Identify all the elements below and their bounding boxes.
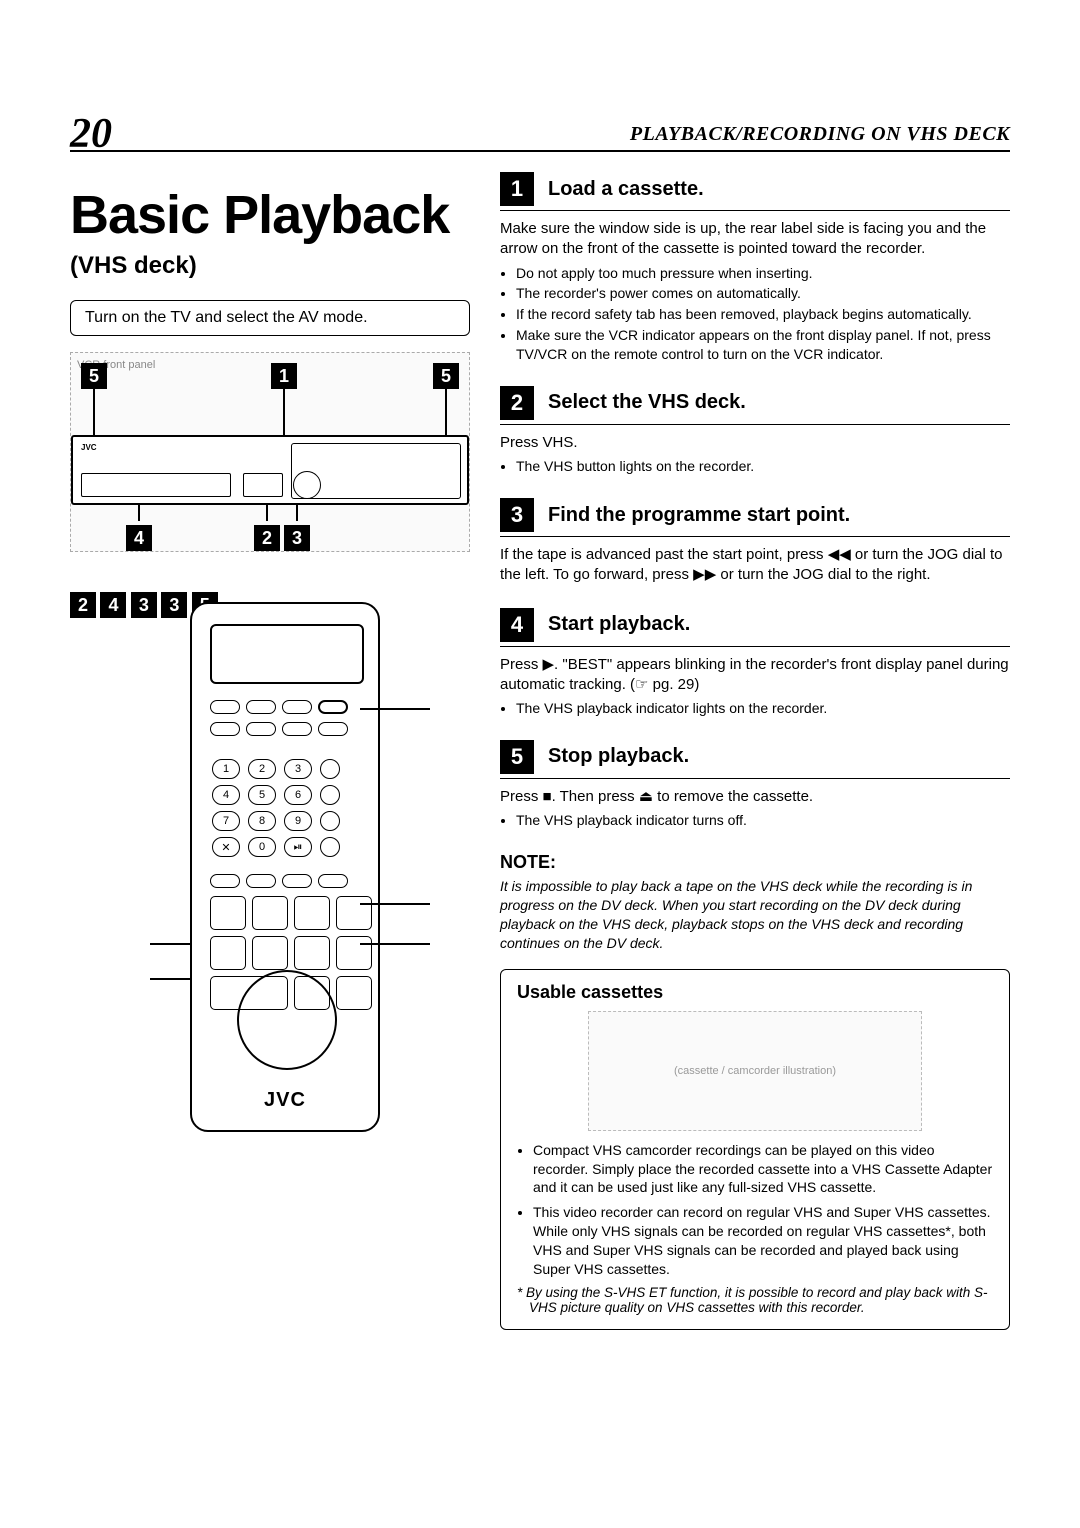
remote-diagram: 123456789✕0⏯ JVC 2 4 <box>70 592 470 1152</box>
step: 3 Find the programme start point. If the t… <box>500 498 1010 586</box>
step-body: If the tape is advanced past the start p… <box>500 545 1010 586</box>
callout-badge: 1 <box>271 363 297 389</box>
step-body: Press VHS. The VHS button lights on the r… <box>500 433 1010 476</box>
step: 5 Stop playback. Press ■. Then press ⏏ to … <box>500 740 1010 830</box>
page-header: 20 PLAYBACK/RECORDING ON VHS DECK <box>70 110 1010 150</box>
remote-key: 4 <box>212 785 240 805</box>
remote-key: ✕ <box>212 837 240 857</box>
step-body-text: Make sure the window side is up, the rea… <box>500 219 1010 260</box>
remote-nav-ring <box>237 970 337 1070</box>
note-body: It is impossible to play back a tape on … <box>500 877 1010 953</box>
page-number: 20 <box>70 110 112 158</box>
callout-badge: 5 <box>81 363 107 389</box>
step-title: Stop playback. <box>548 745 689 768</box>
step-bullet: The recorder's power comes on automatica… <box>516 284 1010 303</box>
callout-badge: 3 <box>131 592 157 618</box>
callout-badge: 2 <box>70 592 96 618</box>
remote-key-icon <box>320 785 340 805</box>
step-bullet: The VHS playback indicator turns off. <box>516 811 1010 830</box>
step-number-badge: 1 <box>500 172 534 206</box>
callout-badge: 4 <box>126 525 152 551</box>
remote-key: 5 <box>248 785 276 805</box>
header-rule <box>70 150 1010 152</box>
remote-key: 1 <box>212 759 240 779</box>
step-head: 4 Start playback. <box>500 608 1010 647</box>
vcr-brand: JVC <box>81 443 97 452</box>
step-bullet: Make sure the VCR indicator appears on t… <box>516 326 1010 364</box>
remote-key: 2 <box>248 759 276 779</box>
remote-key-icon <box>320 811 340 831</box>
step-head: 1 Load a cassette. <box>500 172 1010 211</box>
step-bullet: The VHS playback indicator lights on the… <box>516 699 1010 718</box>
remote-key-icon <box>320 837 340 857</box>
step-body: Press ▶. "BEST" appears blinking in the … <box>500 655 1010 718</box>
step-head: 2 Select the VHS deck. <box>500 386 1010 425</box>
page-subtitle: (VHS deck) <box>70 252 470 280</box>
remote-key: 7 <box>212 811 240 831</box>
step-bullet-list: Do not apply too much pressure when inse… <box>500 264 1010 364</box>
remote-keypad: 123 456 789 ✕ 0 ⏯ <box>212 759 340 863</box>
step-number-badge: 4 <box>500 608 534 642</box>
step-body-text: If the tape is advanced past the start p… <box>500 545 1010 586</box>
instruction-box: Turn on the TV and select the AV mode. <box>70 300 470 336</box>
step-bullet-list: The VHS button lights on the recorder. <box>500 457 1010 476</box>
step-title: Find the programme start point. <box>548 504 850 527</box>
step-body-text: Press VHS. <box>500 433 1010 453</box>
page-title: Basic Playback <box>70 188 470 242</box>
usable-illustration: (cassette / camcorder illustration) <box>588 1011 921 1131</box>
step-title: Select the VHS deck. <box>548 391 746 414</box>
remote-key: 6 <box>284 785 312 805</box>
remote-key: 8 <box>248 811 276 831</box>
step: 2 Select the VHS deck. Press VHS. The VHS b… <box>500 386 1010 476</box>
usable-bullet: This video recorder can record on regula… <box>533 1203 993 1279</box>
vcr-diagram: VCR front panel 5 1 5 JVC 4 2 3 <box>70 352 470 552</box>
callout-badge: 5 <box>433 363 459 389</box>
step-number-badge: 2 <box>500 386 534 420</box>
step-bullet: Do not apply too much pressure when inse… <box>516 264 1010 283</box>
callout-badge: 4 <box>100 592 126 618</box>
left-column: Basic Playback (VHS deck) Turn on the TV… <box>70 172 470 1330</box>
step-body: Press ■. Then press ⏏ to remove the cass… <box>500 787 1010 830</box>
usable-footnote: * By using the S-VHS ET function, it is … <box>517 1285 993 1315</box>
remote-key: 0 <box>248 837 276 857</box>
step-body-text: Press ■. Then press ⏏ to remove the cass… <box>500 787 1010 807</box>
step-head: 5 Stop playback. <box>500 740 1010 779</box>
remote-key-icon <box>320 759 340 779</box>
step-bullet: If the record safety tab has been remove… <box>516 305 1010 324</box>
remote-body: 123 456 789 ✕ 0 ⏯ JVC <box>190 602 380 1132</box>
step-bullet-list: The VHS playback indicator turns off. <box>500 811 1010 830</box>
page-container: Basic Playback (VHS deck) Turn on the TV… <box>70 172 1010 1330</box>
remote-key: 9 <box>284 811 312 831</box>
usable-title: Usable cassettes <box>517 982 993 1003</box>
callout-badge: 3 <box>284 525 310 551</box>
step-title: Load a cassette. <box>548 178 704 201</box>
step-bullet: The VHS button lights on the recorder. <box>516 457 1010 476</box>
remote-brand: JVC <box>192 1089 378 1112</box>
step: 4 Start playback. Press ▶. "BEST" appears … <box>500 608 1010 718</box>
remote-key: ⏯ <box>284 837 312 857</box>
callout-badge: 2 <box>254 525 280 551</box>
step-number-badge: 3 <box>500 498 534 532</box>
step-body-text: Press ▶. "BEST" appears blinking in the … <box>500 655 1010 696</box>
right-column: 1 Load a cassette. Make sure the window si… <box>500 172 1010 1330</box>
step-title: Start playback. <box>548 613 690 636</box>
step-body: Make sure the window side is up, the rea… <box>500 219 1010 364</box>
usable-bullet-list: Compact VHS camcorder recordings can be … <box>517 1141 993 1279</box>
remote-screen <box>210 624 364 684</box>
remote-key: 3 <box>284 759 312 779</box>
vcr-body: JVC <box>71 435 469 505</box>
step-head: 3 Find the programme start point. <box>500 498 1010 537</box>
step-bullet-list: The VHS playback indicator lights on the… <box>500 699 1010 718</box>
usable-bullet: Compact VHS camcorder recordings can be … <box>533 1141 993 1198</box>
step: 1 Load a cassette. Make sure the window si… <box>500 172 1010 364</box>
step-number-badge: 5 <box>500 740 534 774</box>
section-header: PLAYBACK/RECORDING ON VHS DECK <box>630 123 1010 146</box>
note-title: NOTE: <box>500 852 1010 873</box>
callout-badge: 3 <box>161 592 187 618</box>
usable-cassettes-box: Usable cassettes (cassette / camcorder i… <box>500 969 1010 1330</box>
